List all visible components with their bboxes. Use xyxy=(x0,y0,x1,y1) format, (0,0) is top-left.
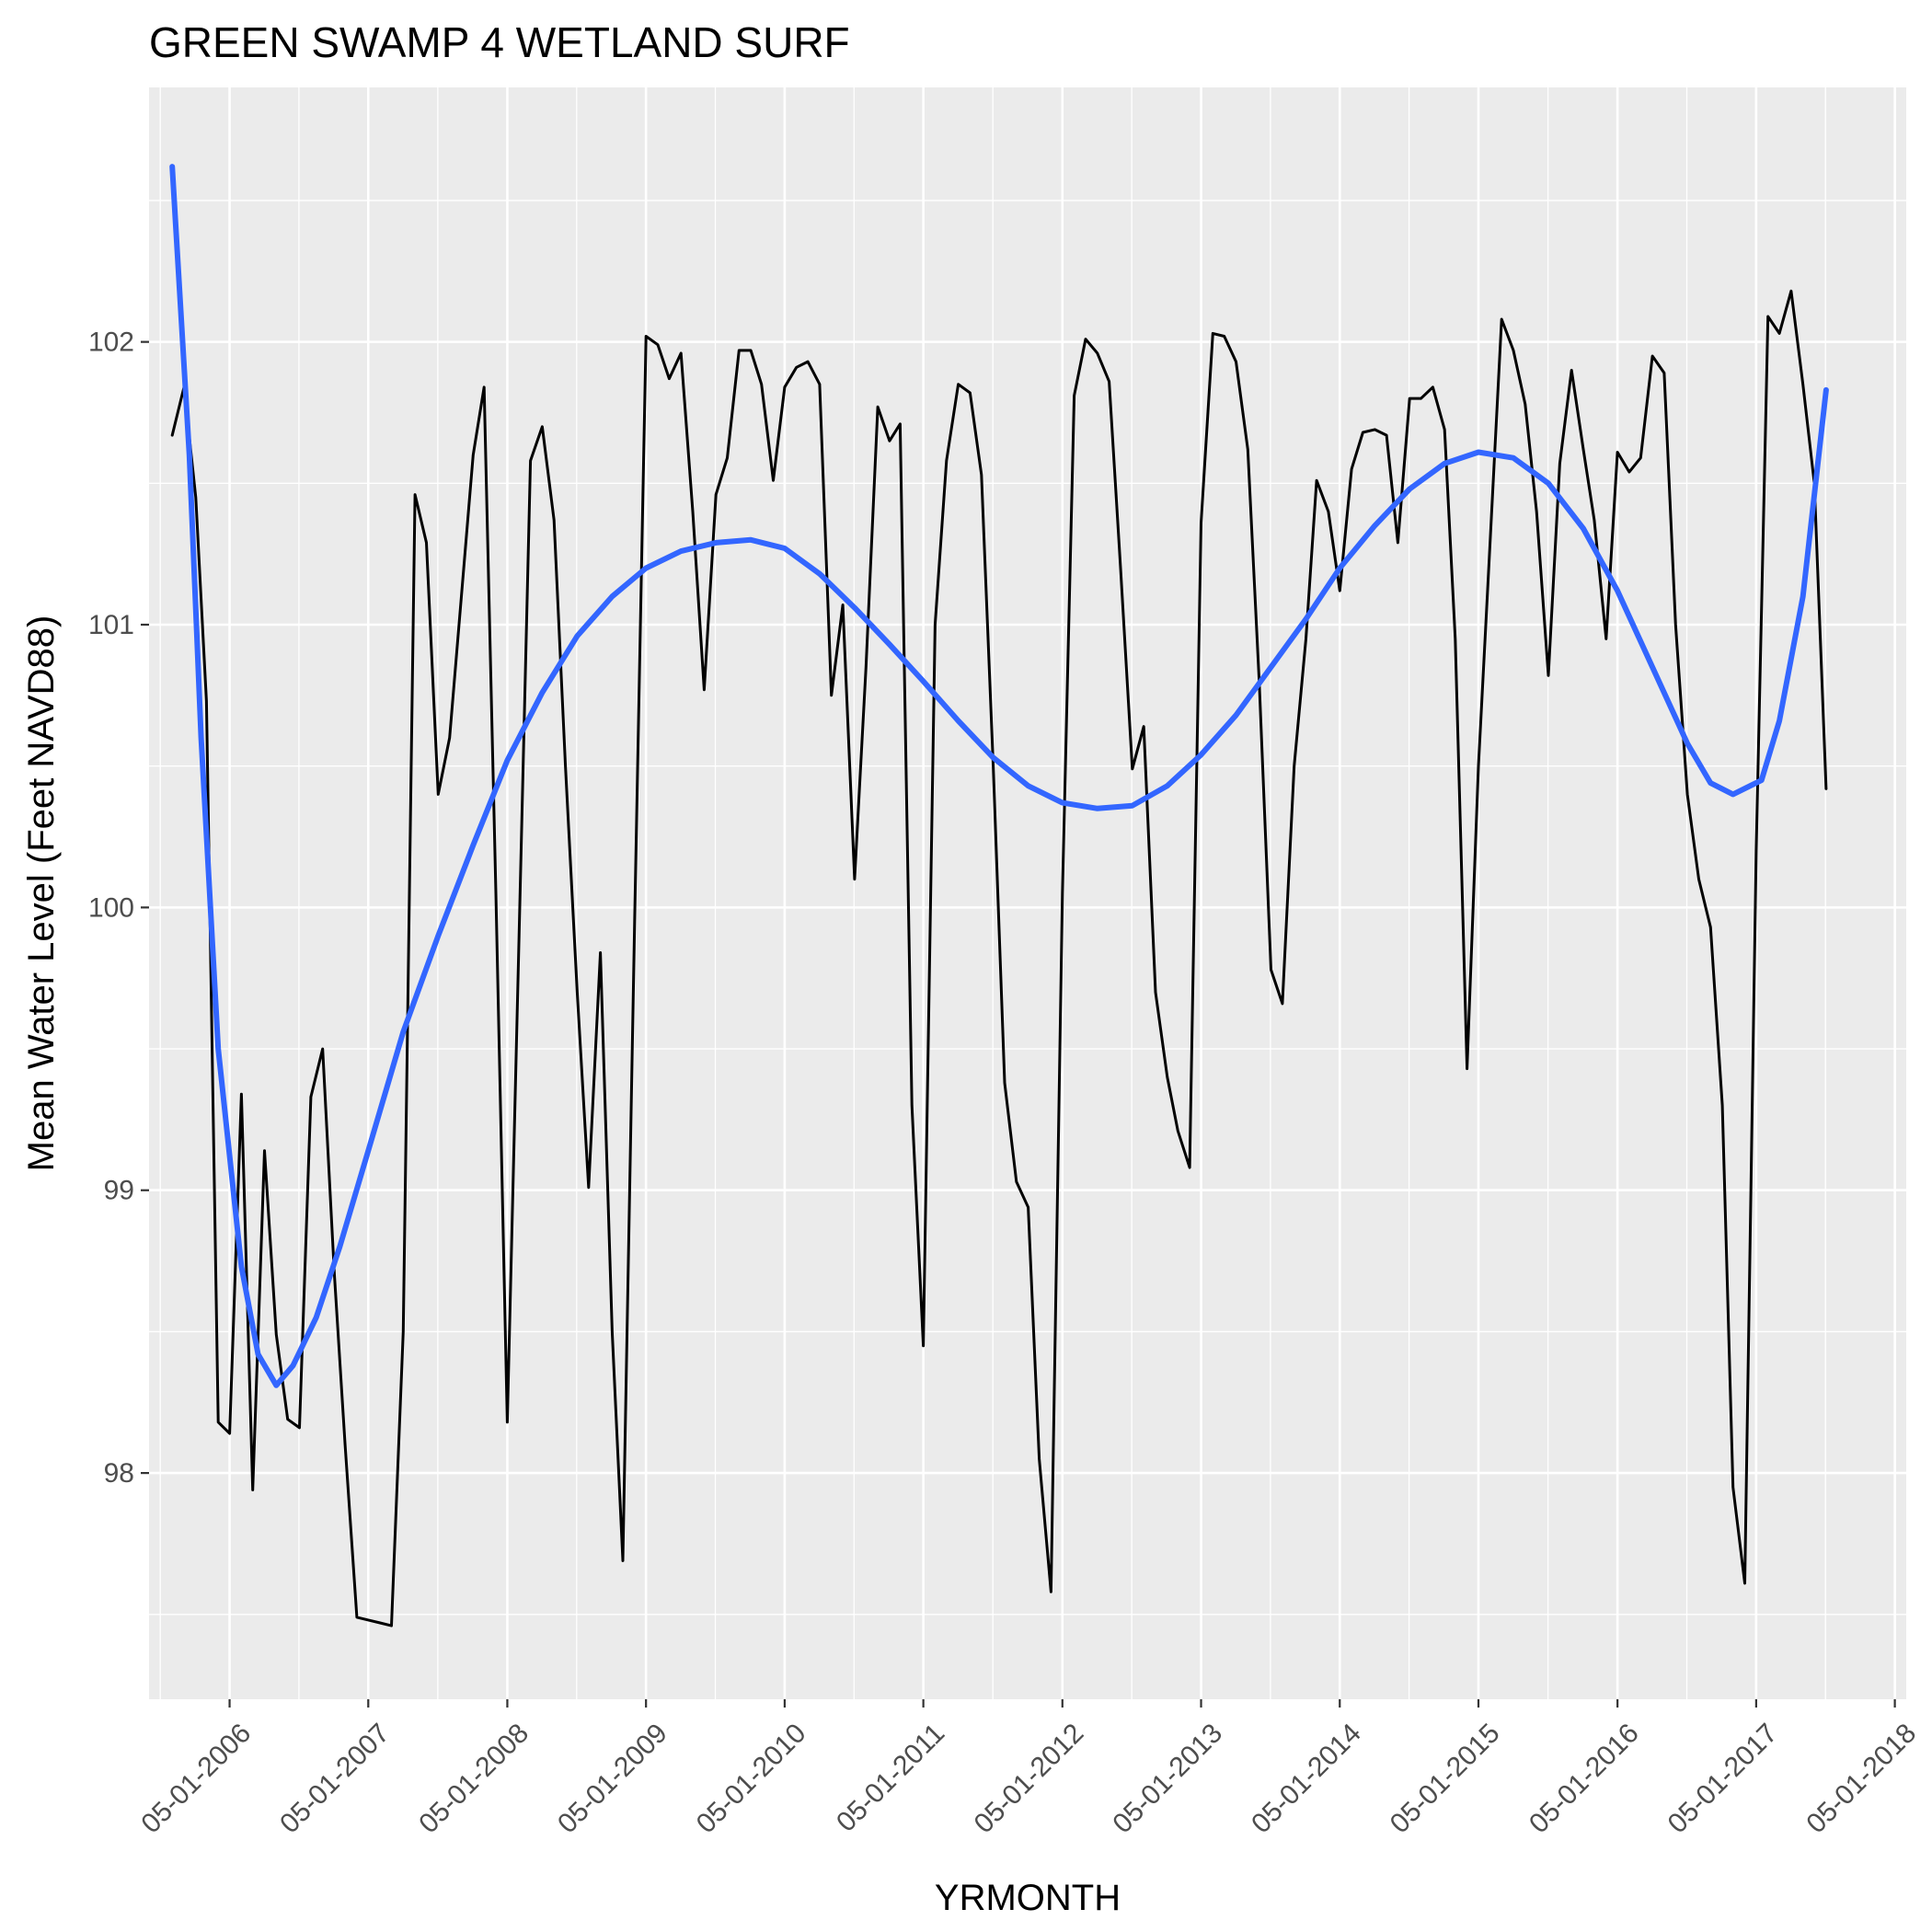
series-layer xyxy=(169,164,1829,1627)
minor-gridlines xyxy=(149,87,1906,1699)
y-tick-label: 101 xyxy=(88,610,134,640)
x-tick-label: 05-01-2009 xyxy=(552,1718,673,1839)
x-tick-label: 05-01-2012 xyxy=(969,1718,1090,1839)
plot-panel xyxy=(149,87,1906,1699)
y-axis: 98 99 100 101 102 xyxy=(88,328,149,1489)
x-tick-label: 05-01-2010 xyxy=(691,1718,812,1839)
x-tick-label: 05-01-2016 xyxy=(1524,1718,1645,1839)
y-tick-label: 99 xyxy=(104,1176,134,1206)
y-tick-label: 100 xyxy=(88,892,134,923)
x-tick-label: 05-01-2018 xyxy=(1800,1718,1922,1839)
y-axis-title: Mean Water Level (Feet NAVD88) xyxy=(21,615,62,1172)
x-tick-label: 05-01-2013 xyxy=(1107,1718,1228,1839)
y-tick-label: 98 xyxy=(104,1458,134,1489)
x-tick-label: 05-01-2007 xyxy=(274,1718,396,1839)
chart-title: GREEN SWAMP 4 WETLAND SURF xyxy=(149,18,850,66)
x-tick-label: 05-01-2015 xyxy=(1385,1718,1506,1839)
x-tick-label: 05-01-2017 xyxy=(1662,1718,1784,1839)
x-tick-label: 05-01-2011 xyxy=(831,1718,950,1837)
x-tick-label: 05-01-2006 xyxy=(135,1718,257,1839)
y-tick-label: 102 xyxy=(88,328,134,358)
smooth-trend-line xyxy=(169,164,1829,1388)
x-tick-label: 05-01-2014 xyxy=(1246,1718,1367,1839)
x-tick-label: 05-01-2008 xyxy=(413,1718,535,1839)
x-axis-title: YRMONTH xyxy=(935,1878,1121,1918)
water-level-line xyxy=(170,289,1828,1627)
x-axis: 05-01-2006 05-01-2007 05-01-2008 05-01-2009… xyxy=(135,1699,1922,1839)
